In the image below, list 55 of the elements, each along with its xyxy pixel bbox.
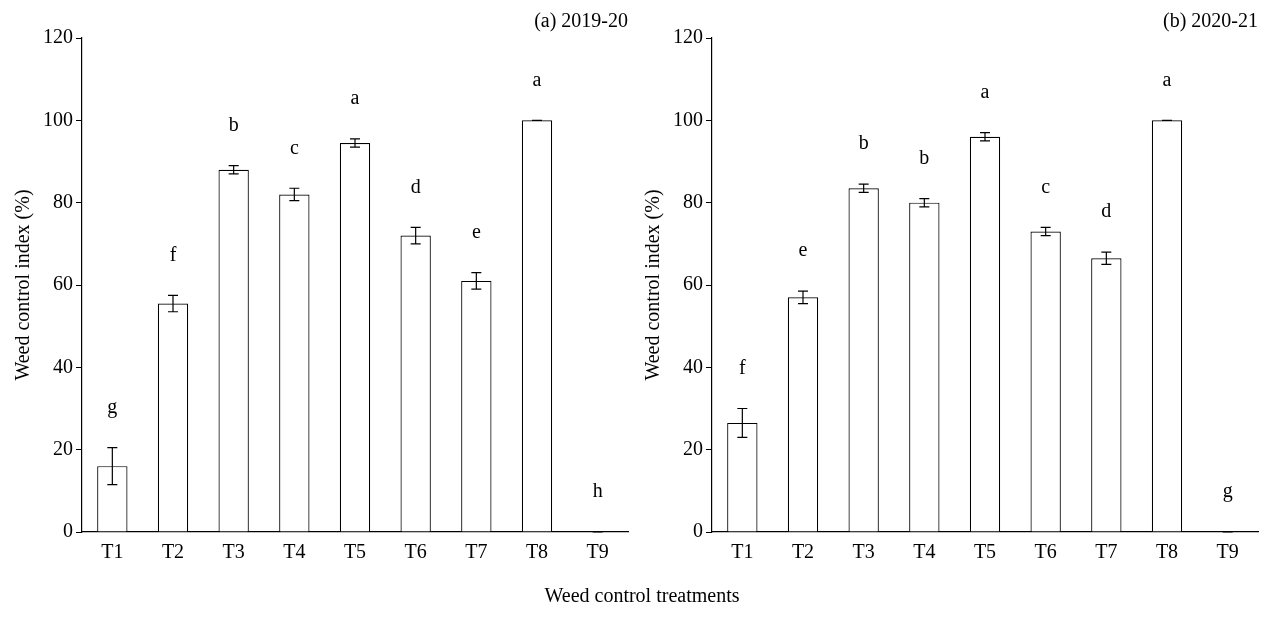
x-tick-label: T5 [343, 540, 367, 563]
y-tick-label: 120 [43, 25, 73, 48]
y-tick-label: 120 [673, 25, 703, 48]
annotation: b [919, 145, 930, 168]
y-tick-label: 60 [683, 272, 703, 295]
x-tick-label: T2 [161, 540, 185, 563]
annotation: d [410, 174, 421, 197]
x-tick-label: T1 [101, 540, 124, 563]
y-tick-label: 80 [53, 189, 73, 212]
x-tick-label: T7 [465, 540, 488, 563]
annotation: f [739, 355, 746, 378]
x-tick-label: T1 [731, 540, 754, 563]
x-tick-label: T3 [852, 540, 875, 563]
annotation: g [107, 394, 118, 418]
y-tick-label: 40 [683, 354, 703, 377]
annotation: c [289, 135, 299, 158]
y-tick-label: 20 [683, 436, 703, 459]
x-tick-label: T9 [1216, 540, 1239, 563]
annotation: f [169, 242, 177, 265]
annotation: a [532, 67, 542, 90]
annotation: b [858, 131, 869, 154]
annotation: d [1101, 199, 1112, 222]
annotation: a [1162, 67, 1172, 90]
y-tick-label: 0 [63, 519, 73, 542]
x-tick-label: T5 [973, 540, 997, 563]
x-tick-label: T4 [283, 540, 306, 563]
chart-title: (b) 2020-21 [1163, 9, 1258, 33]
x-tick-label: T8 [525, 540, 549, 563]
y-tick-label: 100 [673, 107, 703, 130]
x-tick-label: T9 [586, 540, 609, 563]
x-axis-title: Weed control treatments [543, 584, 741, 607]
y-axis-title: Weed control index (%) [641, 189, 665, 381]
y-tick-label: 20 [53, 436, 73, 459]
chart-title: (a) 2019-20 [534, 9, 628, 33]
y-tick-label: 40 [53, 354, 73, 377]
annotation: a [350, 86, 360, 109]
y-tick-label: 60 [53, 272, 73, 295]
x-tick-label: T6 [1034, 540, 1057, 563]
annotation: e [471, 219, 481, 242]
annotation: h [592, 479, 603, 502]
x-tick-label: T7 [1095, 540, 1118, 563]
y-axis-title: Weed control index (%) [11, 189, 35, 381]
annotation: b [228, 112, 239, 135]
annotation: c [1041, 174, 1051, 197]
x-tick-label: T8 [1155, 540, 1179, 563]
annotation: e [798, 238, 808, 261]
x-tick-label: T2 [791, 540, 815, 563]
annotation: g [1222, 479, 1233, 503]
y-tick-label: 0 [693, 519, 703, 542]
y-tick-label: 100 [43, 107, 73, 130]
x-tick-label: T6 [404, 540, 427, 563]
x-tick-label: T3 [222, 540, 245, 563]
y-tick-label: 80 [683, 189, 703, 212]
annotation: a [980, 79, 990, 102]
x-tick-label: T4 [913, 540, 936, 563]
